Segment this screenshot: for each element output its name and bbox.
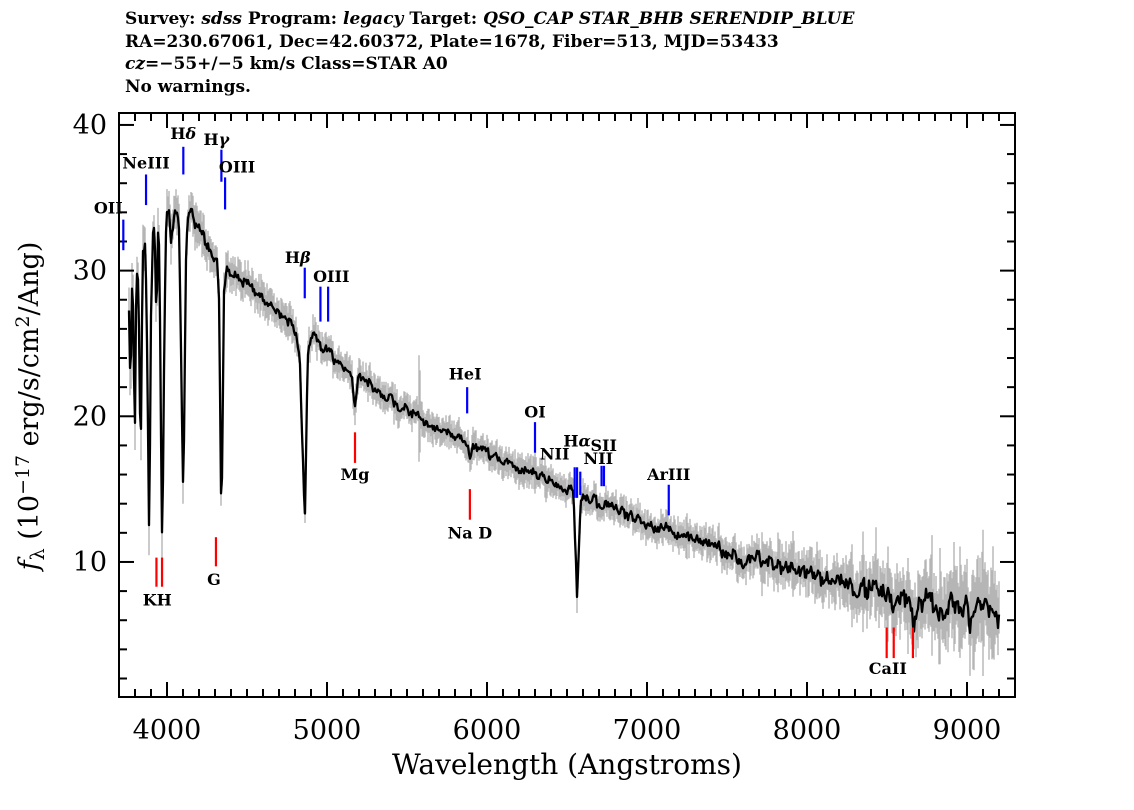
header-survey-line: Survey: sdss Program: legacy Target: QSO… [125, 9, 855, 29]
x-tick-label: 5000 [293, 715, 362, 746]
marker-label: G [207, 570, 221, 589]
line-marker-NII: NII [540, 445, 576, 498]
marker-label: SII [590, 436, 617, 455]
line-marker-Hα: Hα [563, 432, 591, 498]
marker-label: NII [540, 445, 570, 464]
marker-label: ArIII [646, 465, 690, 484]
line-marker-OIII: OIII [313, 267, 349, 322]
line-marker-Hδ: Hδ [170, 124, 197, 175]
marker-label: OIII [313, 267, 349, 286]
marker-label: OII [94, 198, 123, 217]
marker-label: KH [143, 590, 172, 609]
marker-label: Hα [563, 432, 590, 451]
line-marker-HeI: HeI [449, 365, 482, 414]
marker-label: Mg [341, 465, 370, 484]
x-tick-label: 9000 [933, 715, 1002, 746]
header-coords-line: RA=230.67061, Dec=42.60372, Plate=1678, … [125, 31, 779, 52]
line-marker-G: G [207, 537, 221, 589]
line-marker-KH: KH [143, 557, 172, 609]
x-tick-label: 4000 [133, 715, 202, 746]
line-marker-NII: NII [579, 449, 613, 495]
axis-ticks [118, 114, 1016, 696]
marker-label: HeI [449, 365, 482, 384]
plot-frame [118, 112, 1016, 698]
y-tick-label: 20 [73, 401, 107, 432]
marker-label: NII [583, 449, 613, 468]
marker-label: Hδ [170, 124, 196, 143]
y-axis-title: fλ (10−17 erg/s/cm2/Ang) [12, 241, 49, 571]
y-tick-label: 10 [73, 547, 107, 578]
line-marker-OII: OII [94, 198, 125, 251]
marker-label: CaII [869, 659, 907, 678]
header-block: Survey: sdss Program: legacy Target: QSO… [125, 8, 854, 98]
header-cz-class-line: cz=−55+/−5 km/s Class=STAR A0 [125, 54, 448, 74]
line-marker-Mg: Mg [341, 432, 370, 484]
line-marker-SII: SII [590, 436, 617, 487]
line-marker-OI: OI [524, 402, 546, 453]
line-marker-NeIII: NeIII [122, 153, 170, 206]
line-marker-Hγ: Hγ [204, 130, 231, 182]
x-axis-title: Wavelength (Angstroms) [392, 748, 742, 781]
line-marker-Na-D: Na D [448, 489, 493, 542]
line-marker-OIII: OIII [219, 158, 255, 210]
spectrum-line [127, 207, 1001, 635]
marker-label: Hγ [204, 130, 231, 149]
y-tick-label: 30 [73, 256, 107, 287]
x-tick-label: 8000 [773, 715, 842, 746]
marker-label: Na D [448, 523, 493, 542]
line-marker-CaII: CaII [869, 627, 915, 678]
marker-label: OI [524, 402, 545, 421]
x-tick-label: 6000 [453, 715, 522, 746]
marker-label: OIII [219, 158, 255, 177]
line-marker-ArIII: ArIII [646, 465, 690, 516]
header-warnings-line: No warnings. [125, 76, 251, 97]
spectrum-curves [127, 189, 1001, 676]
line-marker-Hβ: Hβ [285, 248, 311, 299]
x-tick-label: 7000 [613, 715, 682, 746]
marker-label: NeIII [122, 153, 169, 172]
y-tick-label: 40 [73, 110, 107, 141]
marker-label: Hβ [285, 248, 311, 267]
tick-labels: 4000 5000 6000 7000 8000 9000 10 20 30 40 [73, 110, 1002, 746]
